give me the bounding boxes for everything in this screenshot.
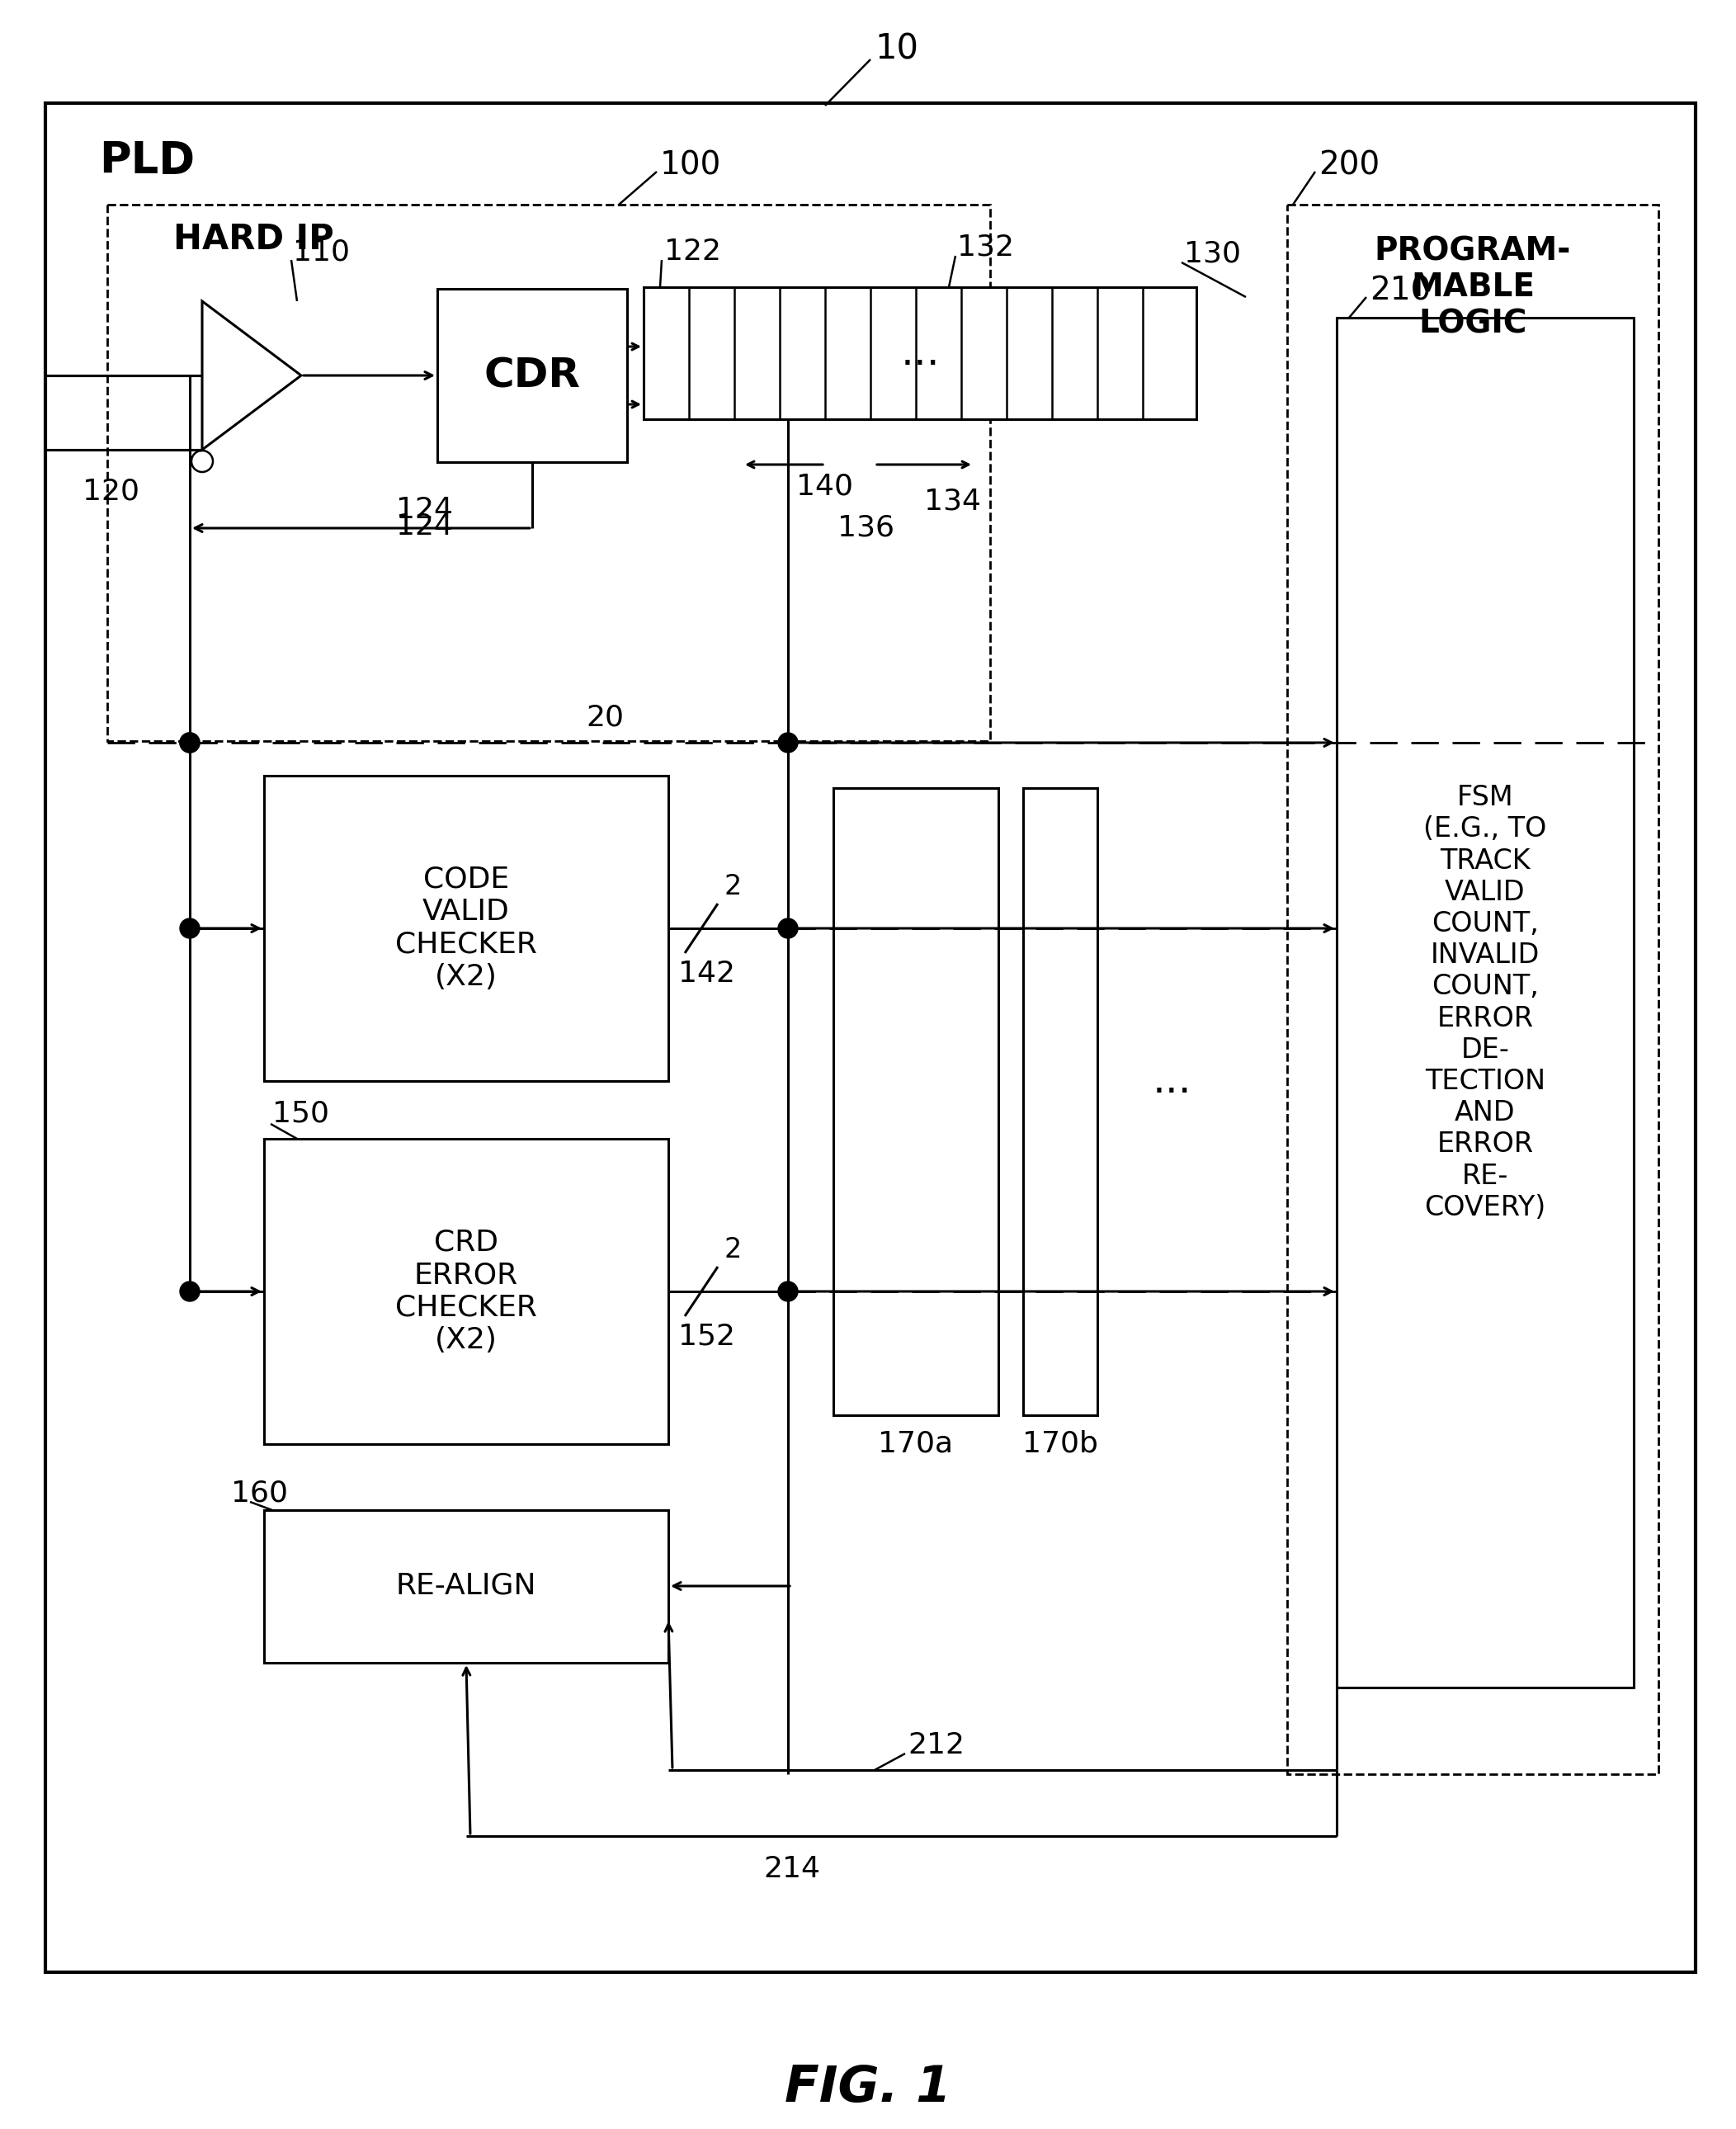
Bar [264, 775, 668, 1082]
Text: 160: 160 [231, 1480, 288, 1507]
Text: 214: 214 [764, 1854, 821, 1882]
Bar [1286, 204, 1658, 1773]
Text: PLD: PLD [99, 141, 194, 183]
Text: 100: 100 [660, 149, 722, 181]
Text: 140: 140 [797, 473, 852, 500]
Bar [1023, 788, 1097, 1416]
Circle shape [181, 1282, 200, 1301]
Circle shape [181, 918, 200, 939]
Text: FSM
(E.G., TO
TRACK
VALID
COUNT,
INVALID
COUNT,
ERROR
DE-
TECTION
AND
ERROR
RE-
: FSM (E.G., TO TRACK VALID COUNT, INVALID… [1424, 783, 1547, 1222]
Text: 124: 124 [396, 513, 453, 541]
Text: 130: 130 [1184, 241, 1241, 268]
Text: 110: 110 [293, 238, 351, 266]
Text: 170a: 170a [878, 1431, 953, 1458]
Bar [45, 102, 1696, 1971]
Text: CODE
VALID
CHECKER
(X2): CODE VALID CHECKER (X2) [396, 867, 536, 992]
Text: 200: 200 [1319, 149, 1380, 181]
Text: 136: 136 [837, 513, 894, 543]
Circle shape [778, 918, 799, 939]
Text: 212: 212 [908, 1731, 965, 1759]
Text: 132: 132 [957, 234, 1014, 262]
Text: 10: 10 [875, 32, 918, 66]
Text: PROGRAM-
MABLE
LOGIC: PROGRAM- MABLE LOGIC [1375, 234, 1571, 339]
Bar [1337, 317, 1634, 1688]
Bar [264, 1509, 668, 1663]
Text: CDR: CDR [484, 356, 580, 396]
Text: ...: ... [1153, 1060, 1191, 1101]
Bar [264, 1139, 668, 1443]
Text: RE-ALIGN: RE-ALIGN [396, 1571, 536, 1601]
Text: 142: 142 [679, 960, 734, 988]
Circle shape [778, 732, 799, 752]
Circle shape [181, 732, 200, 752]
Text: 122: 122 [665, 238, 720, 266]
Text: FIG. 1: FIG. 1 [785, 2063, 951, 2112]
Text: 124: 124 [396, 496, 453, 524]
Text: 152: 152 [679, 1322, 734, 1350]
Text: 134: 134 [924, 488, 981, 515]
Text: 170b: 170b [1023, 1431, 1099, 1458]
Text: CRD
ERROR
CHECKER
(X2): CRD ERROR CHECKER (X2) [396, 1228, 536, 1354]
Bar [644, 287, 1196, 419]
Text: 150: 150 [273, 1101, 330, 1128]
Bar [833, 788, 998, 1416]
Bar [108, 204, 990, 741]
Text: 20: 20 [585, 705, 623, 732]
Text: 210: 210 [1370, 275, 1430, 307]
Text: 2: 2 [724, 1237, 741, 1265]
Circle shape [778, 1282, 799, 1301]
Text: HARD IP: HARD IP [174, 221, 333, 258]
Text: ...: ... [901, 334, 939, 373]
Text: 2: 2 [724, 873, 741, 901]
Text: 120: 120 [83, 477, 139, 505]
Circle shape [181, 732, 200, 752]
Bar [437, 290, 627, 462]
